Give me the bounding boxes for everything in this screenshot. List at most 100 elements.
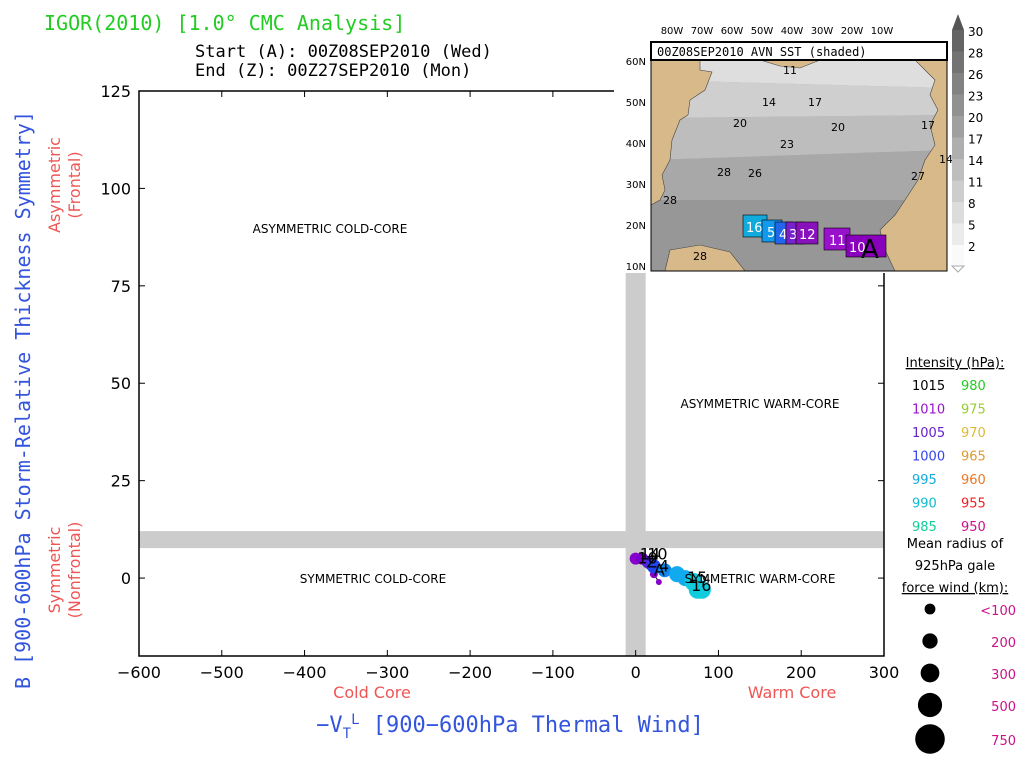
colorbar-cell <box>952 94 964 116</box>
y-tick-label: 50 <box>111 374 131 393</box>
intensity-item: 980 <box>961 379 986 394</box>
x-tick-label: 300 <box>869 663 900 682</box>
intensity-item: 990 <box>912 497 937 512</box>
figure-title: IGOR(2010) [1.0° CMC Analysis] <box>44 11 405 35</box>
lon-label: 30W <box>811 26 834 37</box>
wind-legend-title-2: 925hPa gale <box>915 559 995 574</box>
track-label: 10 <box>637 549 657 568</box>
contour-label: 14 <box>939 153 953 166</box>
x-axis-label: −VTL [900−600hPa Thermal Wind] <box>316 712 704 742</box>
inset-track-label: 10 <box>849 241 866 256</box>
colorbar-cell <box>952 116 964 138</box>
contour-label: 26 <box>748 167 762 180</box>
sst-band-mid2 <box>651 115 947 160</box>
wind-size-label: 500 <box>991 700 1016 715</box>
inset-track-start: A <box>861 235 879 265</box>
track-label: A <box>654 560 665 579</box>
wind-size-label: <100 <box>980 604 1016 619</box>
colorbar-label: 28 <box>968 47 983 61</box>
inset-track-label: 5 <box>767 226 775 241</box>
colorbar-cell <box>952 202 964 224</box>
quadrant-asym-cold: ASYMMETRIC COLD-CORE <box>253 222 408 236</box>
inset-lon-labels: 80W 70W 60W 50W 40W 30W 20W 10W <box>661 26 894 37</box>
wind-legend-items: <100 200 300 500 750 <box>915 603 1016 754</box>
colorbar-label: 20 <box>968 111 983 125</box>
track-point <box>655 578 662 585</box>
inset-track-label: 3 <box>789 228 797 243</box>
inset-title: 00Z08SEP2010 AVN SST (shaded) <box>657 45 867 59</box>
contour-label: 23 <box>780 138 794 151</box>
y-sub-bottom-line1: Symmetric <box>45 527 64 614</box>
colorbar-top-arrow <box>952 14 964 30</box>
x-ticks: −600 −500 −400 −300 −200 −100 0 100 200 300 <box>117 91 899 682</box>
quadrant-sym-cold: SYMMETRIC COLD-CORE <box>300 572 446 586</box>
intensity-item: 955 <box>961 497 986 512</box>
land-north-america <box>650 41 713 206</box>
inset-track-label: 11 <box>829 234 846 249</box>
lon-label: 20W <box>841 26 864 37</box>
wind-legend-title-3: force wind (km): <box>902 581 1008 596</box>
inset-track-label: 4 <box>779 228 787 243</box>
colorbar-cell <box>952 223 964 245</box>
y-sub-bottom: Symmetric (Nonfrontal) <box>45 522 84 619</box>
intensity-item: 985 <box>912 520 937 535</box>
colorbar-cell <box>952 137 964 159</box>
track-label: 16 <box>691 576 711 595</box>
start-time: Start (A): 00Z08SEP2010 (Wed) <box>195 42 492 62</box>
x-tick-label: −100 <box>531 663 575 682</box>
wind-size-dot <box>920 663 940 683</box>
y-sub-bottom-line2: (Nonfrontal) <box>65 522 84 619</box>
colorbar-label: 23 <box>968 90 983 104</box>
colorbar-label: 5 <box>968 219 976 233</box>
track-point <box>692 580 711 599</box>
colorbar-label: 17 <box>968 133 983 147</box>
lat-label: 50N <box>626 98 646 109</box>
contour-label: 17 <box>808 96 822 109</box>
track-label: 14 <box>640 545 660 564</box>
x-tick-label: −400 <box>283 663 327 682</box>
quadrant-asym-warm: ASYMMETRIC WARM-CORE <box>680 397 839 411</box>
wind-size-dot <box>917 692 943 718</box>
lon-label: 40W <box>781 26 804 37</box>
colorbar-label: 30 <box>968 25 983 39</box>
track-label: 4 <box>659 556 669 575</box>
inset-track-box <box>845 234 887 258</box>
x-tick-label: −200 <box>448 663 492 682</box>
colorbar-label: 26 <box>968 68 983 82</box>
y-sub-top: Asymmetric (Frontal) <box>45 137 84 233</box>
sst-band-mid1 <box>651 80 947 118</box>
y-tick-label: 25 <box>111 472 131 491</box>
x-sub-left: Cold Core <box>333 683 411 702</box>
colorbar-label: 14 <box>968 154 983 168</box>
intensity-item: 950 <box>961 520 986 535</box>
intensity-item: 965 <box>961 450 986 465</box>
quadrant-sym-warm: SYMMETRIC WARM-CORE <box>685 572 836 586</box>
colorbar-label: 2 <box>968 240 976 254</box>
colorbar-cell <box>952 159 964 181</box>
intensity-legend-title: Intensity (hPa): <box>906 356 1005 371</box>
intensity-item: 970 <box>961 426 986 441</box>
plot-frame <box>138 90 885 657</box>
intensity-item: 1005 <box>912 426 945 441</box>
wind-size-dot <box>922 633 938 649</box>
contour-label: 11 <box>783 64 797 77</box>
horizontal-threshold-band <box>139 531 884 549</box>
inset-track-label: 12 <box>799 228 816 243</box>
contour-label: 27 <box>911 170 925 183</box>
colorbar-cell <box>952 180 964 202</box>
track-point <box>646 559 661 574</box>
inset-track-box <box>795 221 819 245</box>
x-tick-label: −500 <box>200 663 244 682</box>
lon-label: 70W <box>691 26 714 37</box>
wind-legend-title-1: Mean radius of <box>907 537 1004 552</box>
colorbar-cell <box>952 51 964 73</box>
colorbar-bottom-arrow <box>950 265 966 273</box>
colorbar-label: 8 <box>968 197 976 211</box>
lon-label: 10W <box>871 26 894 37</box>
y-tick-label: 100 <box>100 179 131 198</box>
lon-label: 60W <box>721 26 744 37</box>
inset-track-label: 16 <box>746 221 763 236</box>
x-tick-label: 100 <box>703 663 734 682</box>
